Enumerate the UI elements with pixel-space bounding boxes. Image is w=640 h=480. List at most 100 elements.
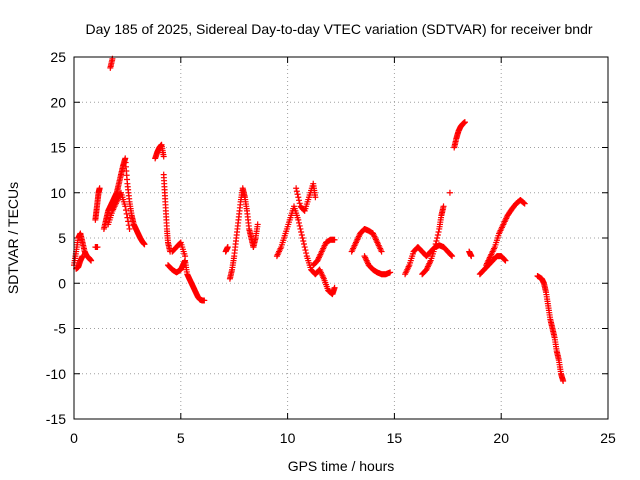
- data-point-interp: [300, 238, 307, 245]
- data-point: [94, 244, 101, 251]
- series-s9: [160, 171, 174, 255]
- data-point: [331, 284, 338, 291]
- series-s16: [293, 180, 319, 214]
- data-point-interp: [122, 207, 129, 214]
- data-point-interp: [125, 218, 132, 225]
- data-point-interp: [432, 241, 439, 248]
- data-point-interp: [520, 200, 527, 207]
- series-s5: [107, 55, 116, 71]
- data-point: [295, 216, 302, 223]
- series-s25: [476, 253, 509, 278]
- data-point: [560, 377, 567, 384]
- data-point: [431, 244, 438, 251]
- series-s27: [534, 273, 567, 384]
- series-s2: [73, 253, 86, 272]
- data-point-interp: [125, 222, 132, 229]
- data-point: [141, 241, 148, 248]
- series-s3: [92, 244, 101, 251]
- data-point: [160, 153, 167, 160]
- series-s11: [169, 239, 189, 260]
- y-tick-label: 5: [58, 230, 66, 246]
- data-point-interp: [124, 214, 131, 221]
- data-point: [96, 185, 103, 192]
- series-s7: [105, 189, 133, 232]
- data-point-interp: [123, 210, 130, 217]
- data-point-interp: [295, 219, 302, 226]
- data-point: [254, 221, 261, 228]
- tick-labels: 0 5 10 15 20 25 -15 -10 -5 0 5 10 15 20 25: [46, 49, 616, 446]
- data-point: [521, 200, 528, 207]
- data-point-interp: [434, 231, 441, 238]
- data-point: [449, 253, 456, 260]
- data-point-interp: [303, 250, 310, 257]
- series-s6: [100, 155, 148, 248]
- series-s22: [446, 189, 453, 196]
- series-s23: [451, 119, 468, 151]
- chart-title: Day 185 of 2025, Sidereal Day-to-day VTE…: [85, 21, 592, 37]
- series-s18: [348, 225, 385, 255]
- x-tick-label: 10: [280, 430, 296, 446]
- data-point-interp: [295, 197, 302, 204]
- data-point: [299, 235, 306, 241]
- data-point: [79, 253, 86, 260]
- data-point-interp: [295, 194, 302, 201]
- data-point-interp: [435, 228, 442, 235]
- y-axis-label: SDTVAR / TECUs: [5, 182, 21, 294]
- data-point: [293, 185, 300, 192]
- data-points: [71, 55, 567, 384]
- data-point: [201, 297, 208, 304]
- data-point-interp: [300, 241, 307, 248]
- data-point: [440, 203, 447, 210]
- series-s24: [466, 248, 475, 260]
- grid-lines: [74, 57, 608, 419]
- data-point-interp: [302, 247, 309, 254]
- series-s17: [310, 236, 338, 269]
- data-point-interp: [296, 222, 303, 229]
- data-point-interp: [293, 188, 300, 195]
- data-point: [502, 257, 509, 264]
- data-point: [468, 253, 475, 260]
- y-tick-label: 15: [50, 140, 66, 156]
- x-tick-label: 5: [177, 430, 185, 446]
- series-s8: [152, 141, 167, 162]
- y-tick-label: -5: [54, 321, 67, 337]
- data-point-interp: [298, 228, 305, 235]
- data-point: [126, 225, 133, 232]
- y-tick-label: 0: [58, 275, 66, 291]
- series-s15: [273, 203, 338, 298]
- x-tick-label: 25: [600, 430, 616, 446]
- x-axis-label: GPS time / hours: [288, 458, 395, 474]
- x-tick-label: 0: [70, 430, 78, 446]
- series-s14: [250, 221, 261, 251]
- data-point-interp: [434, 235, 441, 241]
- data-point-interp: [301, 244, 308, 251]
- data-point: [461, 119, 468, 126]
- series-s13: [222, 244, 231, 255]
- data-point: [387, 269, 394, 276]
- data-point: [331, 236, 338, 243]
- data-point-interp: [294, 191, 301, 198]
- data-point-interp: [501, 256, 508, 263]
- series-s20: [402, 242, 456, 278]
- series-s19: [361, 253, 394, 278]
- series-s26: [483, 196, 528, 269]
- x-tick-label: 20: [493, 430, 509, 446]
- data-point: [446, 189, 453, 196]
- data-point: [122, 203, 129, 210]
- series-s10: [164, 257, 208, 304]
- series-s21: [419, 203, 447, 278]
- x-tick-label: 15: [387, 430, 403, 446]
- data-point: [312, 194, 319, 201]
- data-point-interp: [433, 238, 440, 245]
- y-tick-label: -10: [46, 366, 66, 382]
- data-point-interp: [296, 200, 303, 207]
- plot-frame: [73, 56, 609, 420]
- data-point: [224, 244, 231, 251]
- data-point: [378, 248, 385, 255]
- y-tick-label: 20: [50, 94, 66, 110]
- y-tick-label: 25: [50, 49, 66, 65]
- data-point: [88, 257, 95, 264]
- y-tick-label: 10: [50, 185, 66, 201]
- series-s4: [92, 185, 103, 223]
